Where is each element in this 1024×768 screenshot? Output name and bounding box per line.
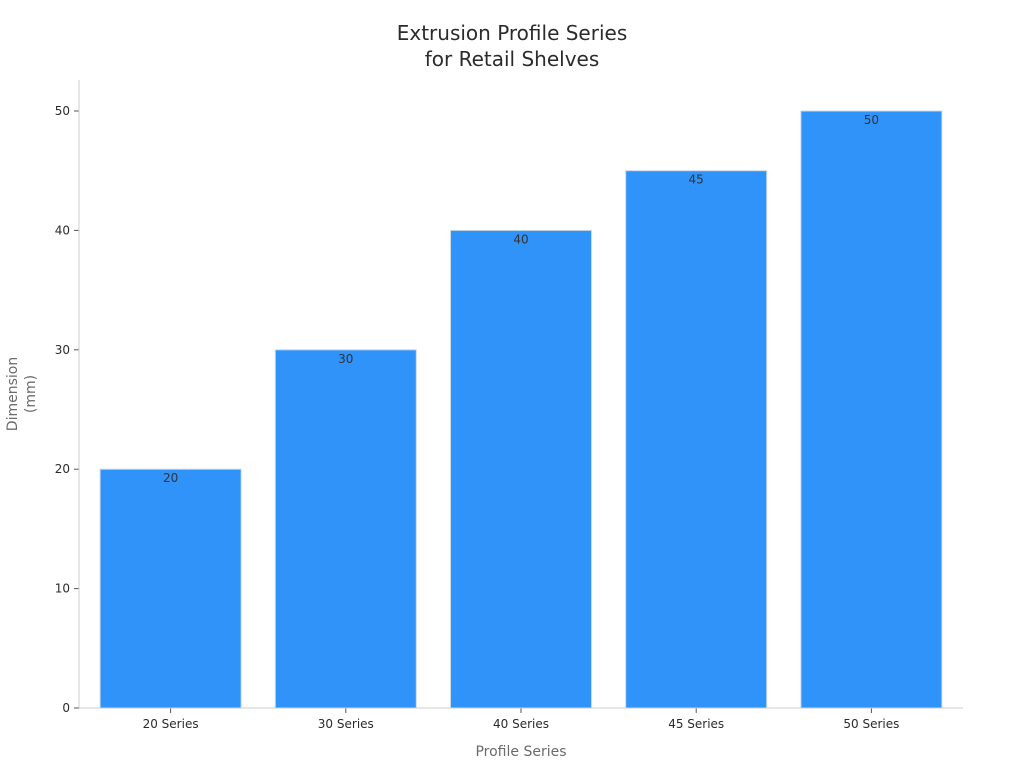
x-axis-label: Profile Series [475, 744, 566, 760]
data-labels-group: 20 30 40 45 50 [163, 113, 879, 485]
bar-value-label: 40 [513, 232, 528, 246]
bar-value-label: 20 [163, 471, 178, 485]
x-tick-label: 20 Series [143, 717, 199, 731]
y-axis-label-line-2: (mm) [23, 375, 39, 413]
x-tick-label: 50 Series [843, 717, 899, 731]
y-tick-label: 10 [55, 582, 70, 596]
chart-title-line-1: Extrusion Profile Series [397, 21, 628, 45]
bar [800, 110, 943, 709]
x-axis-ticks: 20 Series 30 Series 40 Series 45 Series 50 S… [143, 708, 899, 731]
bar [99, 468, 242, 709]
bar-value-label: 50 [864, 113, 879, 127]
chart-title-line-2: for Retail Shelves [425, 47, 600, 71]
bars-group [99, 110, 943, 709]
x-tick-label: 30 Series [318, 717, 374, 731]
y-tick-label: 20 [55, 462, 70, 476]
y-axis-ticks: 0 10 20 30 40 50 [55, 104, 79, 715]
bar [450, 229, 592, 709]
y-tick-label: 40 [55, 223, 70, 237]
y-tick-label: 0 [62, 701, 70, 715]
bar [274, 349, 417, 709]
y-tick-label: 30 [55, 343, 70, 357]
bar-value-label: 30 [338, 352, 353, 366]
x-tick-label: 40 Series [493, 717, 549, 731]
y-tick-label: 50 [55, 104, 70, 118]
x-tick-label: 45 Series [668, 717, 724, 731]
bar-value-label: 45 [689, 173, 704, 187]
bar [625, 170, 768, 709]
y-axis-label-line-1: Dimension [5, 357, 21, 431]
